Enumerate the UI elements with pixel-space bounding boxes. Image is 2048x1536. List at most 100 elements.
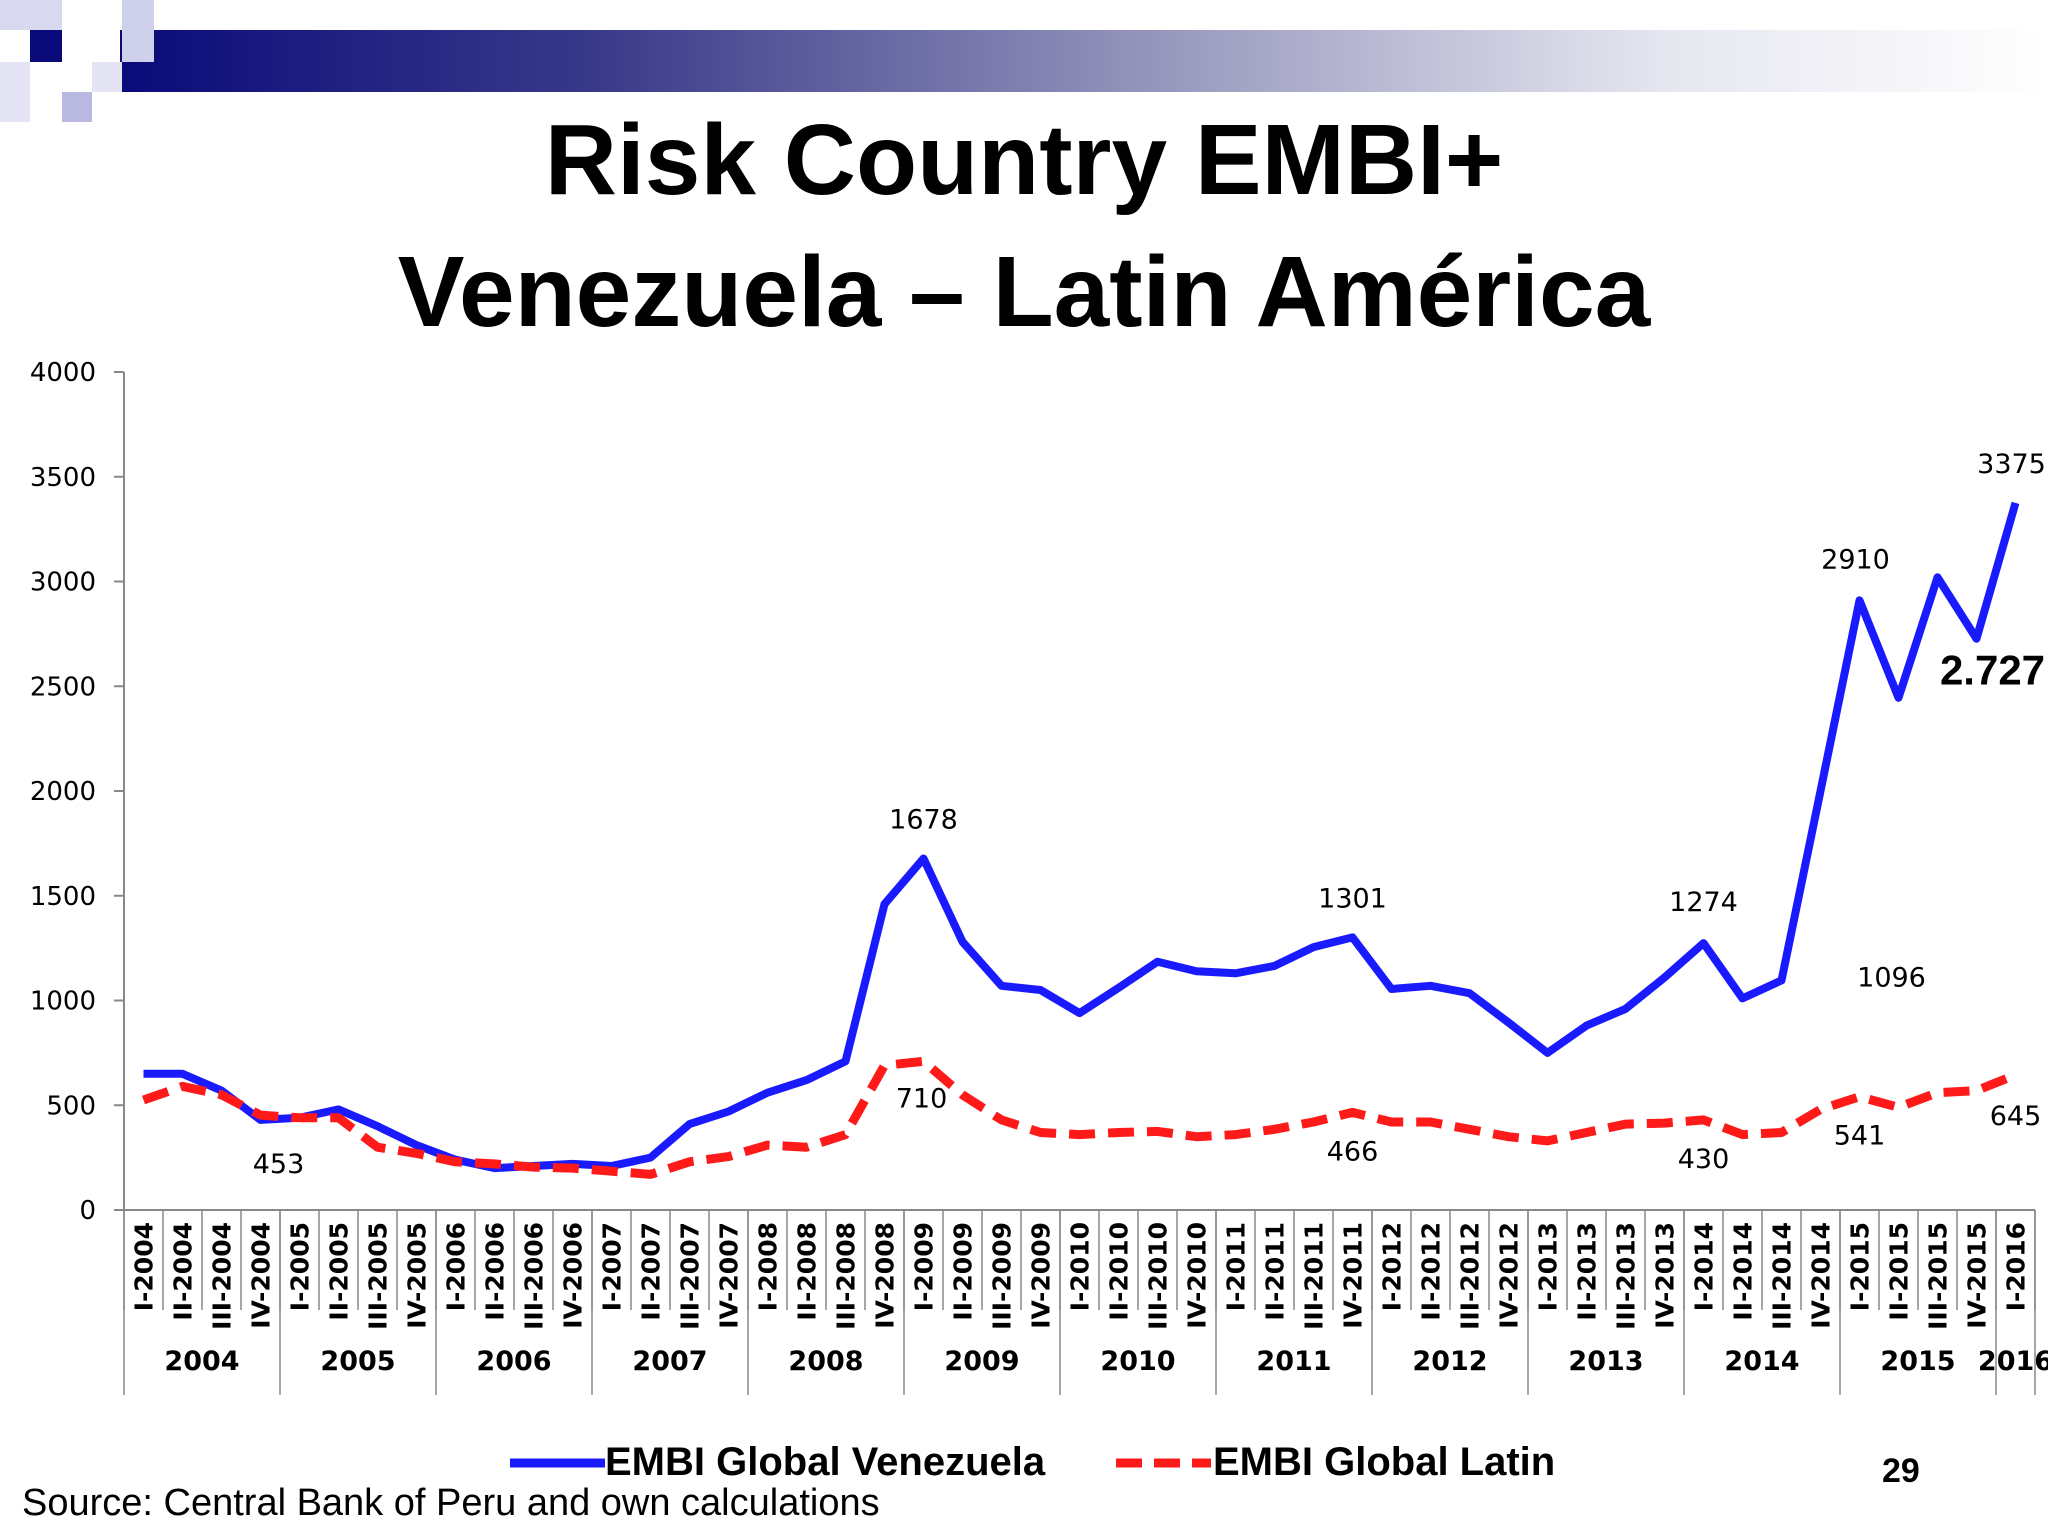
x-tick-label: II-2015 <box>1885 1222 1914 1321</box>
x-tick-label: III-2015 <box>1924 1222 1953 1330</box>
x-tick-label: III-2007 <box>676 1222 705 1330</box>
x-tick-label: III-2008 <box>832 1222 861 1330</box>
x-tick-label: III-2014 <box>1768 1222 1797 1330</box>
data-label: 430 <box>1678 1144 1730 1175</box>
x-tick-label: II-2009 <box>949 1222 978 1321</box>
x-tick-label: IV-2007 <box>715 1222 744 1329</box>
x-tick-label: III-2006 <box>520 1222 549 1330</box>
year-label-2005: 2005 <box>320 1346 395 1377</box>
data-label: 645 <box>1990 1101 2042 1132</box>
x-tick-label: I-2004 <box>130 1222 159 1311</box>
banner-square-light <box>0 0 62 30</box>
x-tick-label: II-2006 <box>481 1222 510 1321</box>
year-label-2007: 2007 <box>632 1346 707 1377</box>
banner-square-pale2 <box>92 62 122 92</box>
y-tick-label-2000: 2000 <box>30 777 96 807</box>
series-line-venezuela <box>143 501 2020 1173</box>
year-label-2006: 2006 <box>476 1346 551 1377</box>
legend-venezuela-swatch <box>510 1458 605 1468</box>
y-tick-label-1500: 1500 <box>30 882 96 912</box>
x-tick-label: III-2012 <box>1456 1222 1485 1330</box>
x-tick-label: I-2007 <box>598 1222 627 1311</box>
banner-square-pale <box>0 62 30 122</box>
x-tick-label: IV-2008 <box>871 1222 900 1329</box>
x-tick-label: III-2009 <box>988 1222 1017 1330</box>
x-tick-label: IV-2004 <box>247 1222 276 1329</box>
banner-square-dark <box>30 30 62 62</box>
series-line-latin <box>142 1056 2018 1179</box>
x-tick-label: IV-2009 <box>1027 1222 1056 1329</box>
year-label-2013: 2013 <box>1568 1346 1643 1377</box>
x-tick-label: I-2009 <box>910 1222 939 1311</box>
source-note: Source: Central Bank of Peru and own cal… <box>22 1482 880 1524</box>
x-tick-label: III-2004 <box>208 1222 237 1330</box>
x-tick-label: I-2008 <box>754 1222 783 1311</box>
data-label: 710 <box>896 1083 948 1114</box>
x-tick-label: IV-2006 <box>559 1222 588 1329</box>
slide-title-line2: Venezuela – Latin América <box>397 236 1651 348</box>
banner-square-mid2 <box>62 92 92 122</box>
x-tick-label: II-2011 <box>1261 1222 1290 1321</box>
year-label-2014: 2014 <box>1724 1346 1799 1377</box>
legend-venezuela-label: EMBI Global Venezuela <box>605 1440 1046 1484</box>
x-tick-label: I-2013 <box>1534 1222 1563 1311</box>
data-label: 2910 <box>1821 544 1890 575</box>
x-tick-label: I-2006 <box>442 1222 471 1311</box>
x-tick-label: II-2010 <box>1105 1222 1134 1321</box>
year-label-2008: 2008 <box>788 1346 863 1377</box>
y-tick-label-4000: 4000 <box>30 358 96 388</box>
data-label: 1274 <box>1669 887 1738 918</box>
x-tick-label: IV-2005 <box>403 1222 432 1329</box>
x-tick-label: IV-2014 <box>1807 1222 1836 1329</box>
x-tick-label: I-2005 <box>286 1222 315 1311</box>
header-banner <box>120 30 2048 92</box>
x-tick-label: II-2007 <box>637 1222 666 1321</box>
slide-title-line1: Risk Country EMBI+ <box>544 104 1504 216</box>
year-label-2004: 2004 <box>164 1346 239 1377</box>
y-tick-label-0: 0 <box>79 1196 96 1226</box>
legend-latin-label: EMBI Global Latin <box>1213 1440 1556 1484</box>
year-label-2011: 2011 <box>1256 1346 1331 1377</box>
page-number: 29 <box>1882 1452 1920 1490</box>
x-tick-label: I-2012 <box>1378 1222 1407 1311</box>
y-tick-label-3500: 3500 <box>30 463 96 493</box>
x-tick-label: II-2008 <box>793 1222 822 1321</box>
x-tick-label: I-2011 <box>1222 1222 1251 1311</box>
y-tick-label-500: 500 <box>46 1091 96 1121</box>
x-tick-label: II-2013 <box>1573 1222 1602 1321</box>
y-tick-label-2500: 2500 <box>30 672 96 702</box>
x-tick-label: III-2010 <box>1144 1222 1173 1330</box>
x-tick-label: III-2005 <box>364 1222 393 1330</box>
y-tick-label-3000: 3000 <box>30 568 96 598</box>
year-label-2015: 2015 <box>1880 1346 1955 1377</box>
x-tick-label: III-2013 <box>1612 1222 1641 1330</box>
year-label-2009: 2009 <box>944 1346 1019 1377</box>
x-tick-label: IV-2012 <box>1495 1222 1524 1329</box>
data-label: 3375 <box>1977 449 2046 480</box>
x-tick-label: II-2005 <box>325 1222 354 1321</box>
data-label: 1096 <box>1857 962 1926 993</box>
x-tick-label: III-2011 <box>1300 1222 1329 1330</box>
year-label-2016: 2016 <box>1978 1346 2048 1377</box>
legend-latin-swatch <box>1116 1458 1211 1468</box>
banner-square-mid <box>122 0 154 62</box>
x-tick-label: I-2015 <box>1846 1222 1875 1311</box>
x-tick-label: IV-2015 <box>1963 1222 1992 1329</box>
x-tick-label: I-2014 <box>1690 1222 1719 1311</box>
x-tick-label: IV-2013 <box>1651 1222 1680 1329</box>
x-tick-label: I-2016 <box>2002 1222 2031 1311</box>
data-label: 1678 <box>889 804 958 835</box>
data-label: 466 <box>1327 1136 1379 1167</box>
year-label-2010: 2010 <box>1100 1346 1175 1377</box>
data-label: 453 <box>253 1149 305 1180</box>
x-tick-label: IV-2010 <box>1183 1222 1212 1329</box>
year-label-2012: 2012 <box>1412 1346 1487 1377</box>
embi-line-chart: 0 500 1000 1500 2000 2500 3000 3500 4000 I-2004 II… <box>30 358 2048 1395</box>
data-label: 1301 <box>1318 883 1387 914</box>
x-tick-label: II-2012 <box>1417 1222 1446 1321</box>
data-label: 2.727 <box>1940 647 2045 694</box>
x-tick-label: II-2004 <box>169 1222 198 1321</box>
x-tick-label: I-2010 <box>1066 1222 1095 1311</box>
x-tick-label: IV-2011 <box>1339 1222 1368 1329</box>
x-tick-label: II-2014 <box>1729 1222 1758 1321</box>
